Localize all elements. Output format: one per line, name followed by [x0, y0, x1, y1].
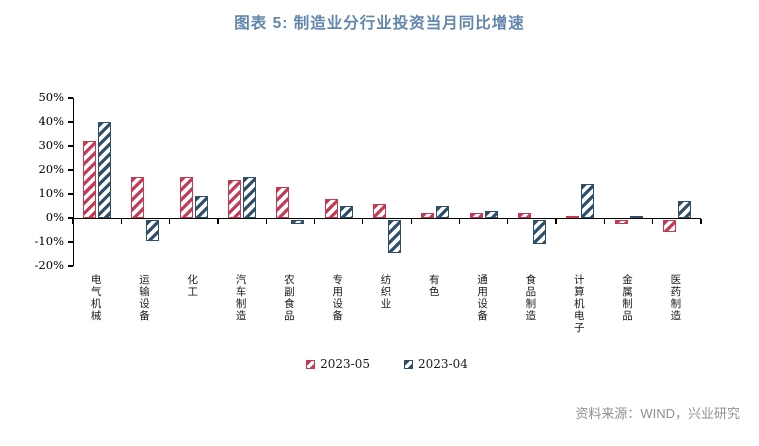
source-note: 资料来源：WIND，兴业研究 — [575, 406, 740, 421]
bar — [421, 213, 435, 218]
x-axis-tick — [265, 219, 267, 224]
x-axis-category-label: 农副食品 — [282, 274, 295, 322]
x-axis-category-label: 食品制造 — [524, 274, 537, 322]
y-axis-label: 40% — [38, 114, 64, 128]
x-axis-tick — [555, 219, 557, 224]
x-axis-tick — [603, 219, 605, 224]
chart-title: 图表 5: 制造业分行业投资当月同比增速 — [234, 15, 525, 32]
bar — [228, 179, 242, 218]
chart-legend: 2023-05 2023-04 — [73, 357, 701, 371]
bar — [662, 219, 676, 232]
bar — [517, 213, 531, 218]
bar — [194, 196, 208, 218]
bar — [339, 206, 353, 218]
x-axis-tick — [700, 219, 702, 224]
bar — [532, 219, 546, 244]
x-axis-category-label: 化工 — [186, 274, 199, 298]
y-axis-tick — [68, 265, 73, 267]
x-axis-category-label: 汽车制造 — [234, 274, 247, 322]
x-axis-tick — [362, 219, 364, 224]
bar — [276, 186, 290, 218]
x-axis-category-label: 金属制品 — [621, 274, 634, 322]
y-axis-tick — [68, 121, 73, 123]
x-axis-tick — [507, 219, 509, 224]
legend-swatch-red-hatch — [306, 359, 316, 369]
x-axis-category-label: 通用设备 — [476, 274, 489, 322]
x-axis-category-label: 有色 — [427, 274, 440, 298]
y-axis-tick — [68, 169, 73, 171]
bar — [614, 219, 628, 225]
bar — [436, 206, 450, 218]
x-axis-category-label: 运输设备 — [137, 274, 150, 322]
bar — [388, 219, 401, 254]
bar — [373, 203, 386, 218]
bar — [98, 122, 112, 218]
legend-item-2023-04: 2023-04 — [404, 357, 468, 371]
y-axis-label: 30% — [38, 138, 64, 152]
bar — [629, 215, 643, 218]
x-axis-category-label: 纺织业 — [379, 274, 392, 310]
bar — [243, 177, 257, 218]
y-axis-label: 10% — [38, 186, 64, 200]
bar — [324, 198, 338, 218]
x-axis-tick — [652, 219, 654, 224]
x-axis-tick — [72, 219, 74, 224]
legend-item-2023-05: 2023-05 — [306, 357, 370, 371]
bar — [131, 177, 145, 218]
y-axis-label: 50% — [38, 90, 64, 104]
bar — [469, 213, 483, 218]
x-axis-tick — [217, 219, 219, 224]
x-axis-tick — [169, 219, 171, 224]
legend-swatch-blue-hatch — [404, 359, 413, 369]
bar — [146, 219, 160, 242]
y-axis-tick — [68, 145, 73, 147]
bar — [677, 201, 691, 218]
legend-label-2023-04: 2023-04 — [418, 357, 468, 371]
bar — [179, 177, 193, 218]
bar — [566, 215, 580, 218]
y-axis-label: 20% — [38, 162, 64, 176]
bar — [83, 141, 97, 218]
x-axis-category-label: 计算机电子 — [572, 274, 585, 334]
y-axis-tick — [68, 241, 73, 243]
y-axis-tick — [68, 217, 73, 219]
x-axis-line — [73, 217, 701, 220]
bar — [291, 219, 305, 225]
bar — [484, 210, 498, 218]
y-axis-line — [73, 98, 75, 266]
y-axis-label: 0% — [45, 210, 64, 224]
x-axis-tick — [313, 219, 316, 224]
x-axis-tick — [410, 219, 412, 224]
y-axis-label: -10% — [34, 234, 64, 248]
x-axis-category-label: 专用设备 — [331, 274, 344, 322]
y-axis-tick — [68, 97, 73, 99]
y-axis-tick — [68, 193, 73, 195]
x-axis-category-label: 电气机械 — [89, 274, 102, 322]
x-axis-tick — [120, 219, 122, 224]
x-axis-category-label: 医药制造 — [669, 274, 682, 322]
legend-label-2023-05: 2023-05 — [320, 357, 370, 371]
y-axis-label: -20% — [34, 258, 64, 272]
x-axis-tick — [458, 219, 461, 224]
bar — [581, 184, 595, 218]
